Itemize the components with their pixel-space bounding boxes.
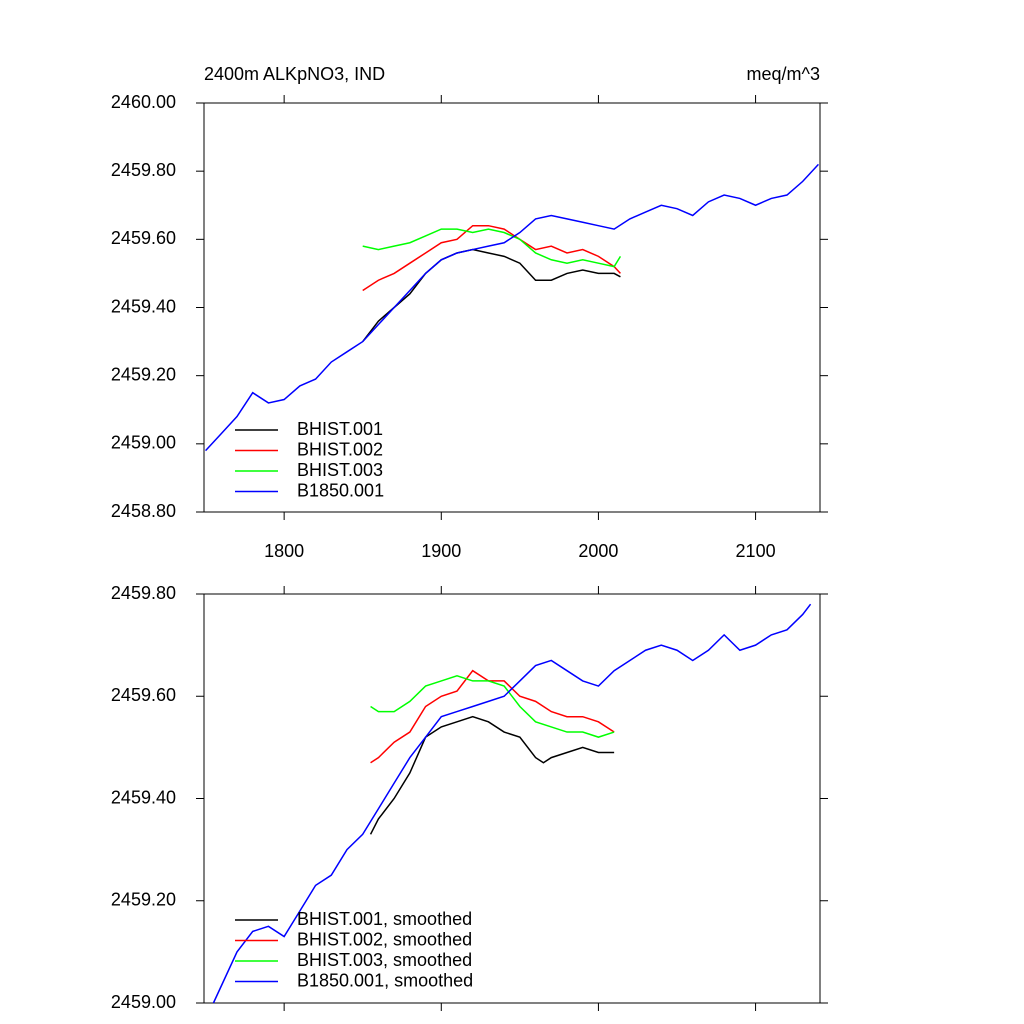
y-tick-label: 2459.00: [111, 433, 176, 453]
y-tick-label: 2459.80: [111, 160, 176, 180]
legend-label: BHIST.001, smoothed: [297, 909, 472, 929]
legend-label: BHIST.002: [297, 439, 383, 459]
legend-label: BHIST.001: [297, 419, 383, 439]
y-tick-label: 2459.40: [111, 296, 176, 316]
y-tick-label: 2459.80: [111, 583, 176, 603]
legend-label: BHIST.003, smoothed: [297, 950, 472, 970]
unit-label: meq/m^3: [747, 64, 820, 84]
y-tick-label: 2459.20: [111, 364, 176, 384]
y-tick-label: 2459.60: [111, 228, 176, 248]
y-tick-label: 2459.20: [111, 890, 176, 910]
legend-label: BHIST.003: [297, 460, 383, 480]
series-line: [362, 248, 621, 343]
x-tick-label: 2100: [736, 541, 776, 561]
legend-label: B1850.001, smoothed: [297, 970, 473, 990]
x-tick-label: 1900: [421, 541, 461, 561]
series-line: [362, 224, 621, 292]
x-tick-label: 1800: [264, 541, 304, 561]
legend-label: B1850.001: [297, 480, 384, 500]
y-tick-label: 2459.40: [111, 787, 176, 807]
x-tick-label: 2000: [578, 541, 618, 561]
series-line: [362, 228, 622, 268]
y-tick-label: 2460.00: [111, 92, 176, 112]
y-tick-label: 2459.60: [111, 685, 176, 705]
series-line: [369, 715, 615, 835]
series-line: [205, 163, 819, 452]
series-line: [370, 675, 615, 738]
series-line: [212, 603, 812, 1004]
y-tick-label: 2458.80: [111, 501, 176, 521]
y-tick-label: 2459.00: [111, 992, 176, 1012]
legend-label: BHIST.002, smoothed: [297, 929, 472, 949]
chart-title: 2400m ALKpNO3, IND: [204, 64, 385, 84]
